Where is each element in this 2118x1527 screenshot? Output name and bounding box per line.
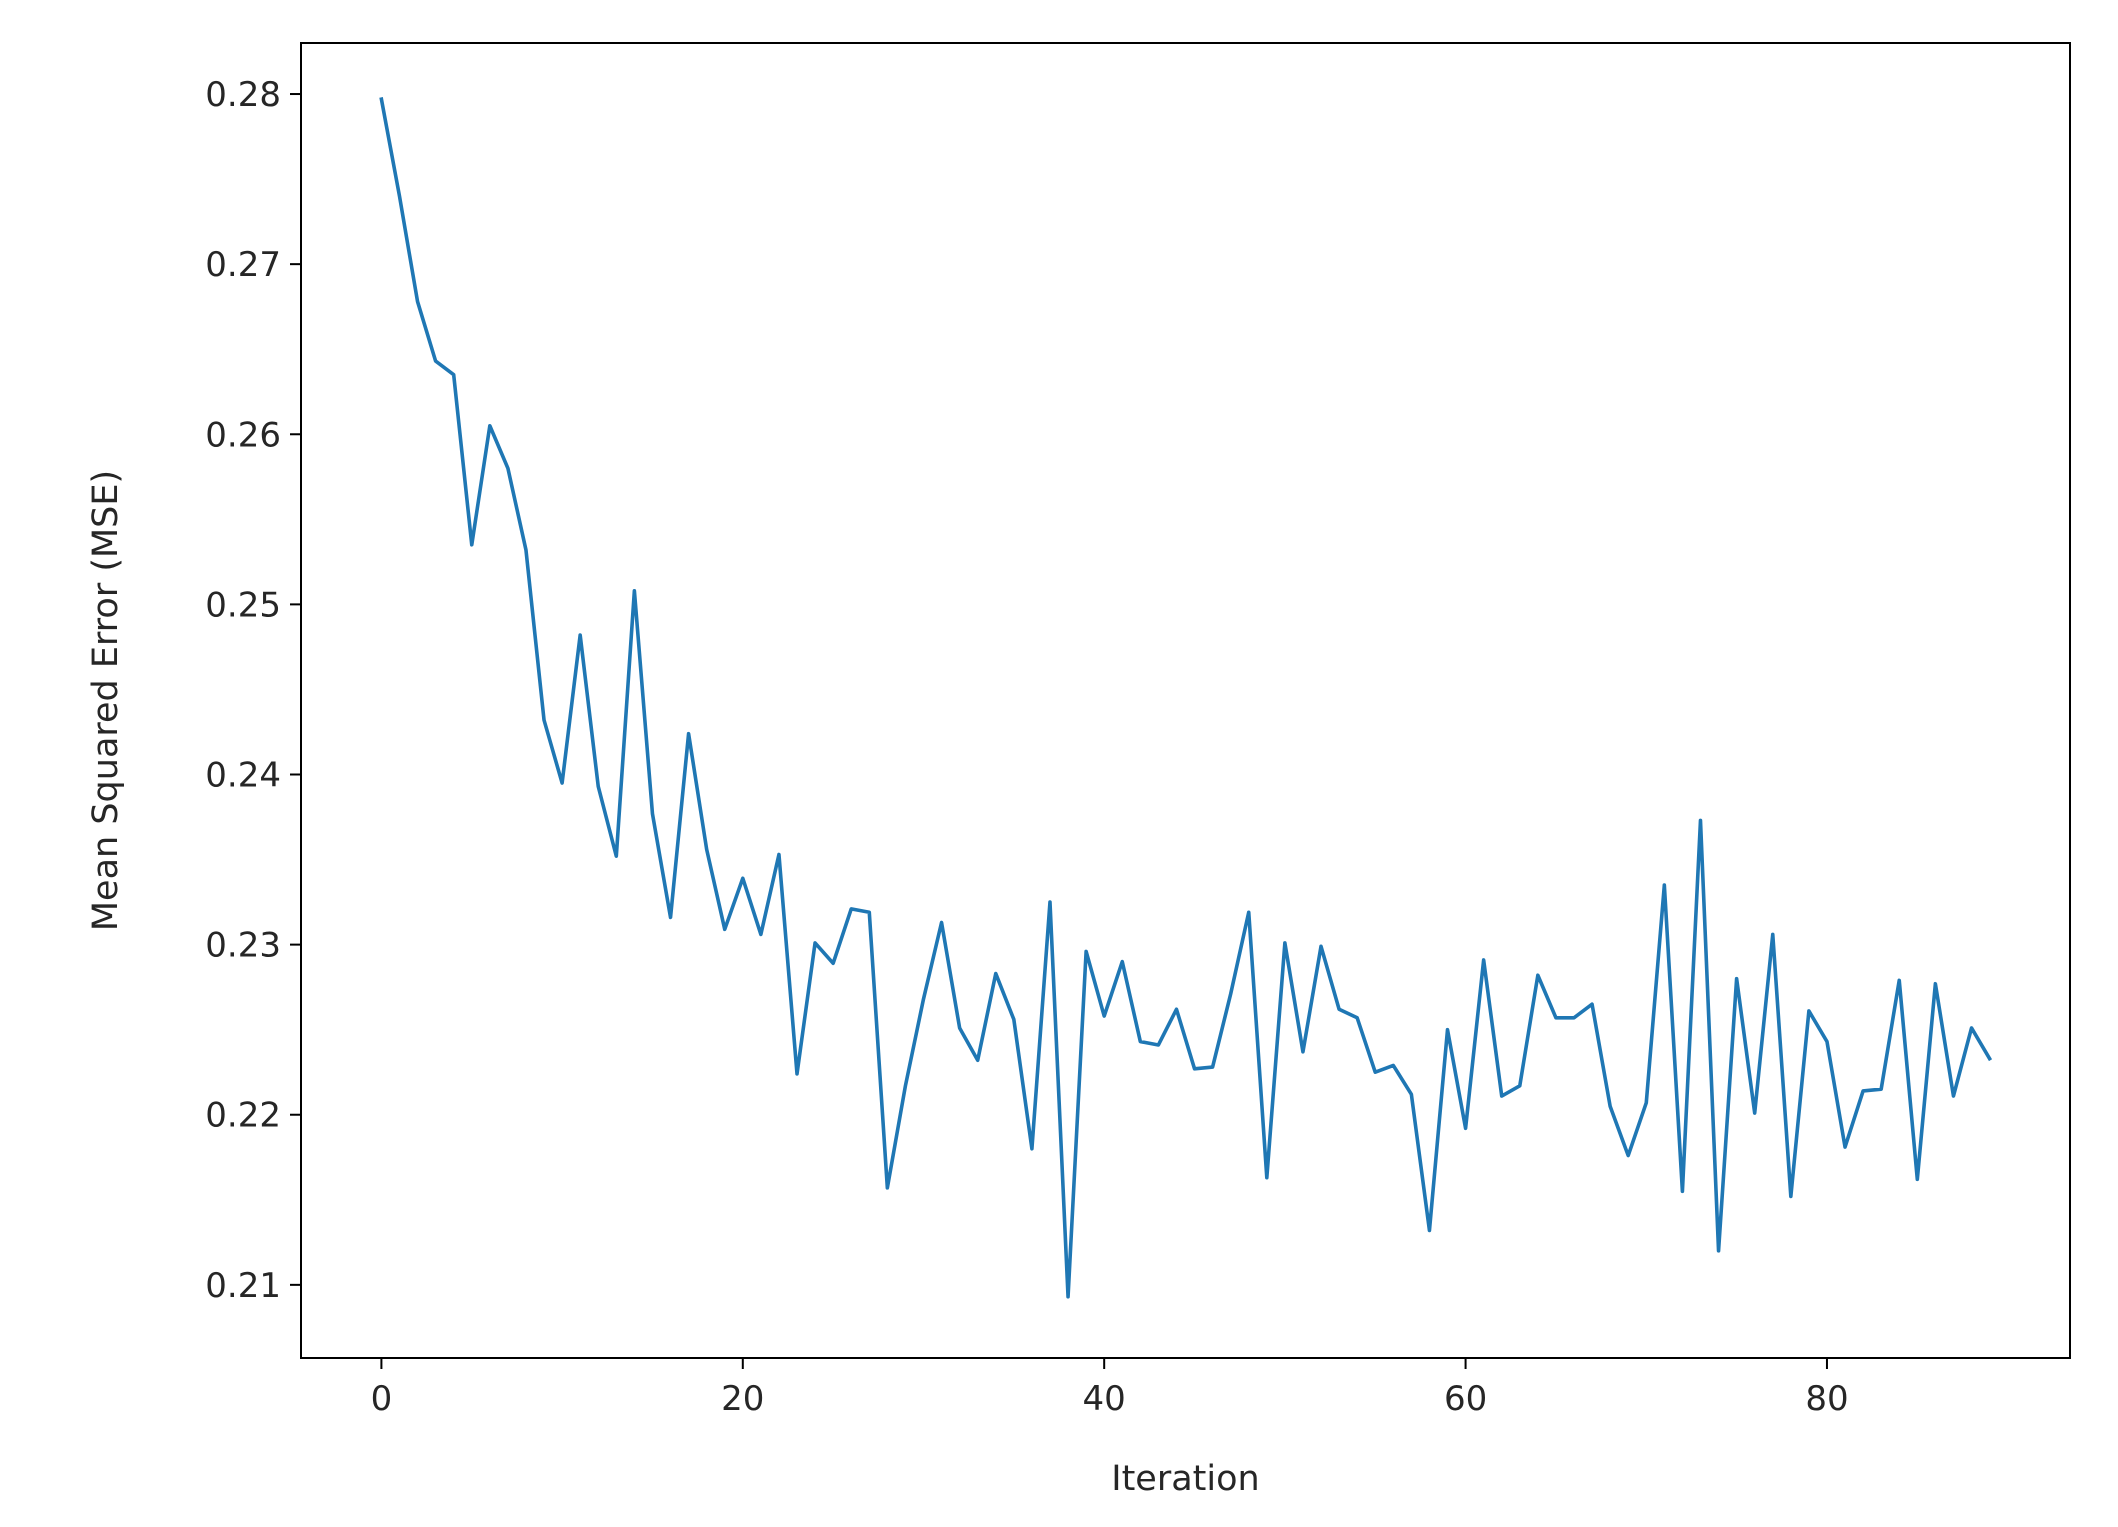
y-tick-label: 0.22 <box>205 1096 281 1136</box>
y-tick-label: 0.28 <box>205 75 281 115</box>
y-tick-label: 0.26 <box>205 415 281 455</box>
plot-frame <box>300 42 2071 1359</box>
y-tick-label: 0.25 <box>205 585 281 625</box>
y-tick-label: 0.21 <box>205 1266 281 1306</box>
mse-series-line <box>379 97 1993 1299</box>
plot-area <box>379 97 1993 1299</box>
y-tick-label: 0.24 <box>205 756 281 796</box>
y-tick-label: 0.27 <box>205 245 281 285</box>
x-axis-title: Iteration <box>1111 1459 1259 1499</box>
y-tick-label: 0.23 <box>205 926 281 966</box>
y-axis-title: Mean Squared Error (MSE) <box>86 470 126 931</box>
x-tick-label: 20 <box>721 1379 764 1419</box>
x-tick-label: 0 <box>371 1379 393 1419</box>
x-tick-label: 80 <box>1805 1379 1848 1419</box>
x-tick-label: 40 <box>1083 1379 1126 1419</box>
x-tick-label: 60 <box>1444 1379 1487 1419</box>
axes: 0 20 40 60 80 0.21 0.22 0.23 0.24 0.25 0.26 0.27 0.2… <box>205 42 2071 1419</box>
